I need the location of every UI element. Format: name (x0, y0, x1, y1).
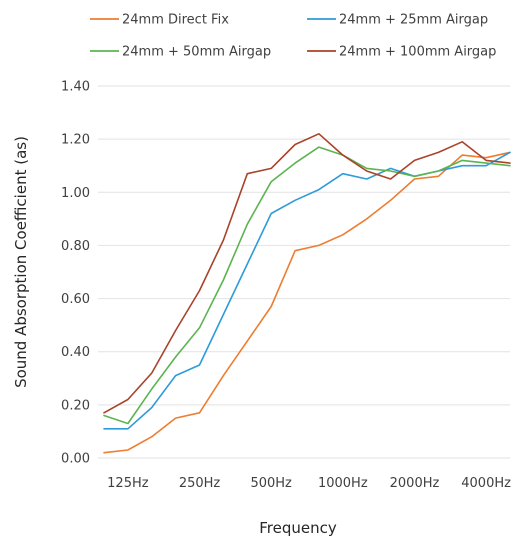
series-line-2 (103, 151, 511, 430)
legend: 24mm Direct Fix 24mm + 25mm Airgap 24mm + … (90, 13, 496, 60)
series-line-3 (103, 146, 511, 425)
x-tick-label: 4000Hz (461, 476, 511, 491)
legend-label: 24mm + 50mm Airgap (122, 45, 271, 60)
x-tick-label: 2000Hz (390, 476, 440, 491)
y-tick-label: 0.20 (61, 398, 90, 413)
x-tick-label: 125Hz (107, 476, 149, 491)
y-tick-label: 0.80 (61, 239, 90, 254)
y-axis-ticks: 0.00 0.20 0.40 0.60 0.80 1.00 1.20 1.40 (61, 80, 90, 467)
series-line-4 (103, 133, 511, 414)
x-tick-label: 1000Hz (318, 476, 368, 491)
gridlines (98, 85, 510, 459)
series-lines (103, 133, 511, 454)
y-axis-title: Sound Absorption Coefficient (as) (12, 136, 30, 388)
y-tick-label: 1.20 (61, 133, 90, 148)
y-tick-label: 1.40 (61, 80, 90, 95)
legend-label: 24mm + 100mm Airgap (339, 45, 496, 60)
y-tick-label: 0.40 (61, 345, 90, 360)
series-line-1 (103, 151, 511, 454)
y-tick-label: 1.00 (61, 186, 90, 201)
legend-label: 24mm Direct Fix (122, 13, 229, 28)
x-tick-label: 500Hz (250, 476, 292, 491)
x-axis-ticks: 125Hz 250Hz 500Hz 1000Hz 2000Hz 4000Hz (107, 476, 511, 491)
x-tick-label: 250Hz (179, 476, 221, 491)
y-tick-label: 0.00 (61, 452, 90, 467)
legend-label: 24mm + 25mm Airgap (339, 13, 488, 28)
x-axis-title: Frequency (259, 519, 337, 537)
y-tick-label: 0.60 (61, 292, 90, 307)
